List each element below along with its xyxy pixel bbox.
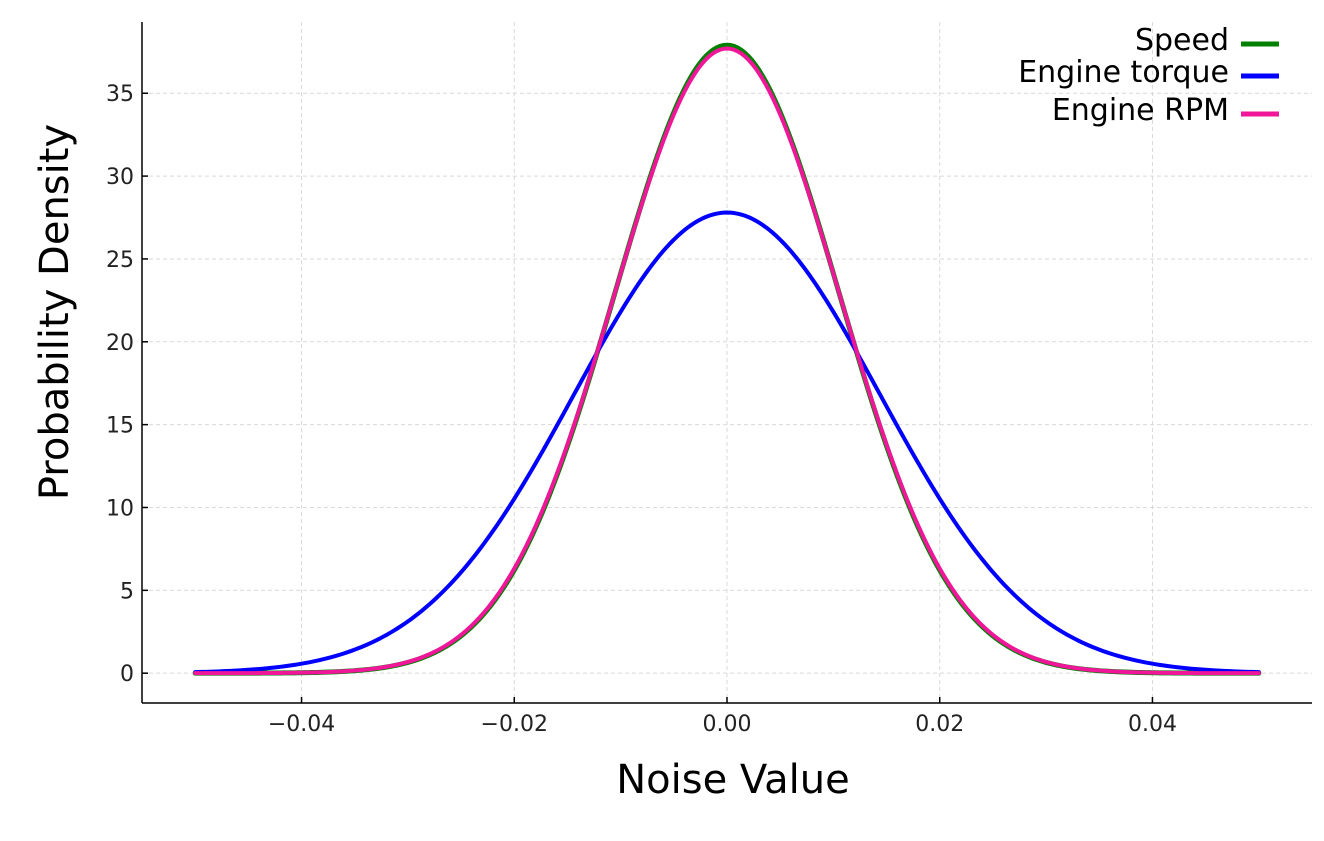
x-tick-label: 0.00 bbox=[703, 712, 752, 737]
y-tick-label: 0 bbox=[120, 662, 134, 687]
y-tick-label: 25 bbox=[106, 248, 134, 273]
y-tick-label: 15 bbox=[106, 414, 134, 439]
legend-label-speed: Speed bbox=[1135, 23, 1229, 58]
series-line-engine-torque bbox=[193, 210, 1261, 675]
y-tick-label: 5 bbox=[120, 579, 134, 604]
series-lines bbox=[192, 42, 1262, 676]
legend-label-engine-rpm: Engine RPM bbox=[1052, 93, 1229, 128]
y-tick-label: 10 bbox=[106, 496, 134, 521]
y-tick-label: 35 bbox=[106, 82, 134, 107]
x-tick-label: −0.02 bbox=[481, 712, 548, 737]
grid bbox=[142, 22, 1312, 703]
x-tick-label: −0.04 bbox=[268, 712, 335, 737]
x-axis-title: Noise Value bbox=[616, 757, 850, 803]
y-tick-label: 30 bbox=[106, 165, 134, 190]
y-tick-label: 20 bbox=[106, 331, 134, 356]
x-tick-label: 0.02 bbox=[915, 712, 964, 737]
y-axis-title: Probability Density bbox=[32, 124, 78, 500]
x-tick-label: 0.04 bbox=[1128, 712, 1177, 737]
y-ticks: 0 5 10 15 20 25 30 35 bbox=[106, 82, 148, 687]
legend-label-engine-torque: Engine torque bbox=[1018, 55, 1229, 90]
x-ticks: −0.04 −0.02 0.00 0.02 0.04 bbox=[268, 697, 1177, 737]
series-line-engine-rpm bbox=[193, 46, 1261, 676]
